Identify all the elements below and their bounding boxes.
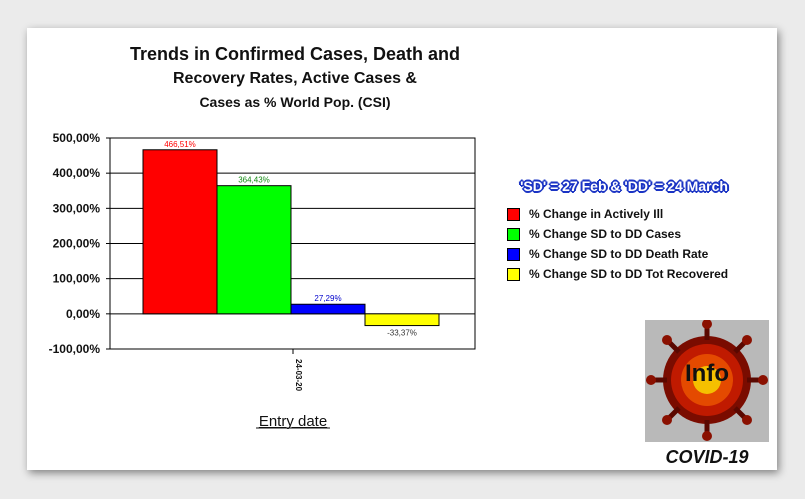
y-tick-label: 300,00%	[53, 201, 101, 215]
y-tick-label: 500,00%	[53, 131, 101, 145]
legend-item: % Change SD to DD Cases	[507, 227, 681, 241]
chart-title-line-3: Cases as % World Pop. (CSI)	[199, 94, 391, 110]
x-tick-label: 24-03-20	[294, 359, 303, 392]
legend-label: % Change in Actively Ill	[529, 207, 664, 221]
virus-icon	[646, 320, 768, 441]
bar	[142, 149, 218, 315]
bar	[364, 313, 440, 327]
y-tick-label: 400,00%	[53, 166, 101, 180]
y-tick-label: 200,00%	[53, 237, 101, 251]
legend-swatch	[507, 247, 520, 261]
covid-caption: COVID-19	[665, 447, 749, 467]
legend-item: % Change in Actively Ill	[507, 207, 663, 221]
data-label: 364,43%	[238, 176, 270, 185]
y-tick-label: 100,00%	[53, 272, 101, 286]
info-virus-image: Info	[645, 320, 769, 442]
legend-swatch	[507, 207, 520, 221]
virus-image-text: Info	[685, 360, 729, 387]
legend-item: % Change SD to DD Death Rate	[507, 247, 708, 261]
data-label: 466,51%	[164, 140, 196, 149]
bar	[290, 303, 366, 315]
data-label: -33,37%	[387, 329, 417, 338]
legend-swatch	[507, 227, 520, 241]
y-tick-label: 0,00%	[66, 307, 100, 321]
x-axis-title: Entry date	[259, 413, 327, 430]
chart-title-line-1: Trends in Confirmed Cases, Death and	[129, 44, 461, 64]
legend-label: % Change SD to DD Tot Recovered	[529, 267, 729, 281]
legend-item: % Change SD to DD Tot Recovered	[507, 267, 728, 281]
bar	[216, 185, 292, 315]
chart-title-line-2: Recovery Rates, Active Cases &	[173, 70, 417, 87]
data-label: 27,29%	[314, 294, 341, 303]
legend-label: % Change SD to DD Cases	[529, 227, 682, 241]
legend-label: % Change SD to DD Death Rate	[529, 247, 709, 261]
legend-swatch	[507, 267, 520, 281]
legend-title: 'SD' = 27 Feb & 'DD' = 24 March	[520, 178, 728, 194]
y-tick-label: -100,00%	[49, 342, 101, 356]
